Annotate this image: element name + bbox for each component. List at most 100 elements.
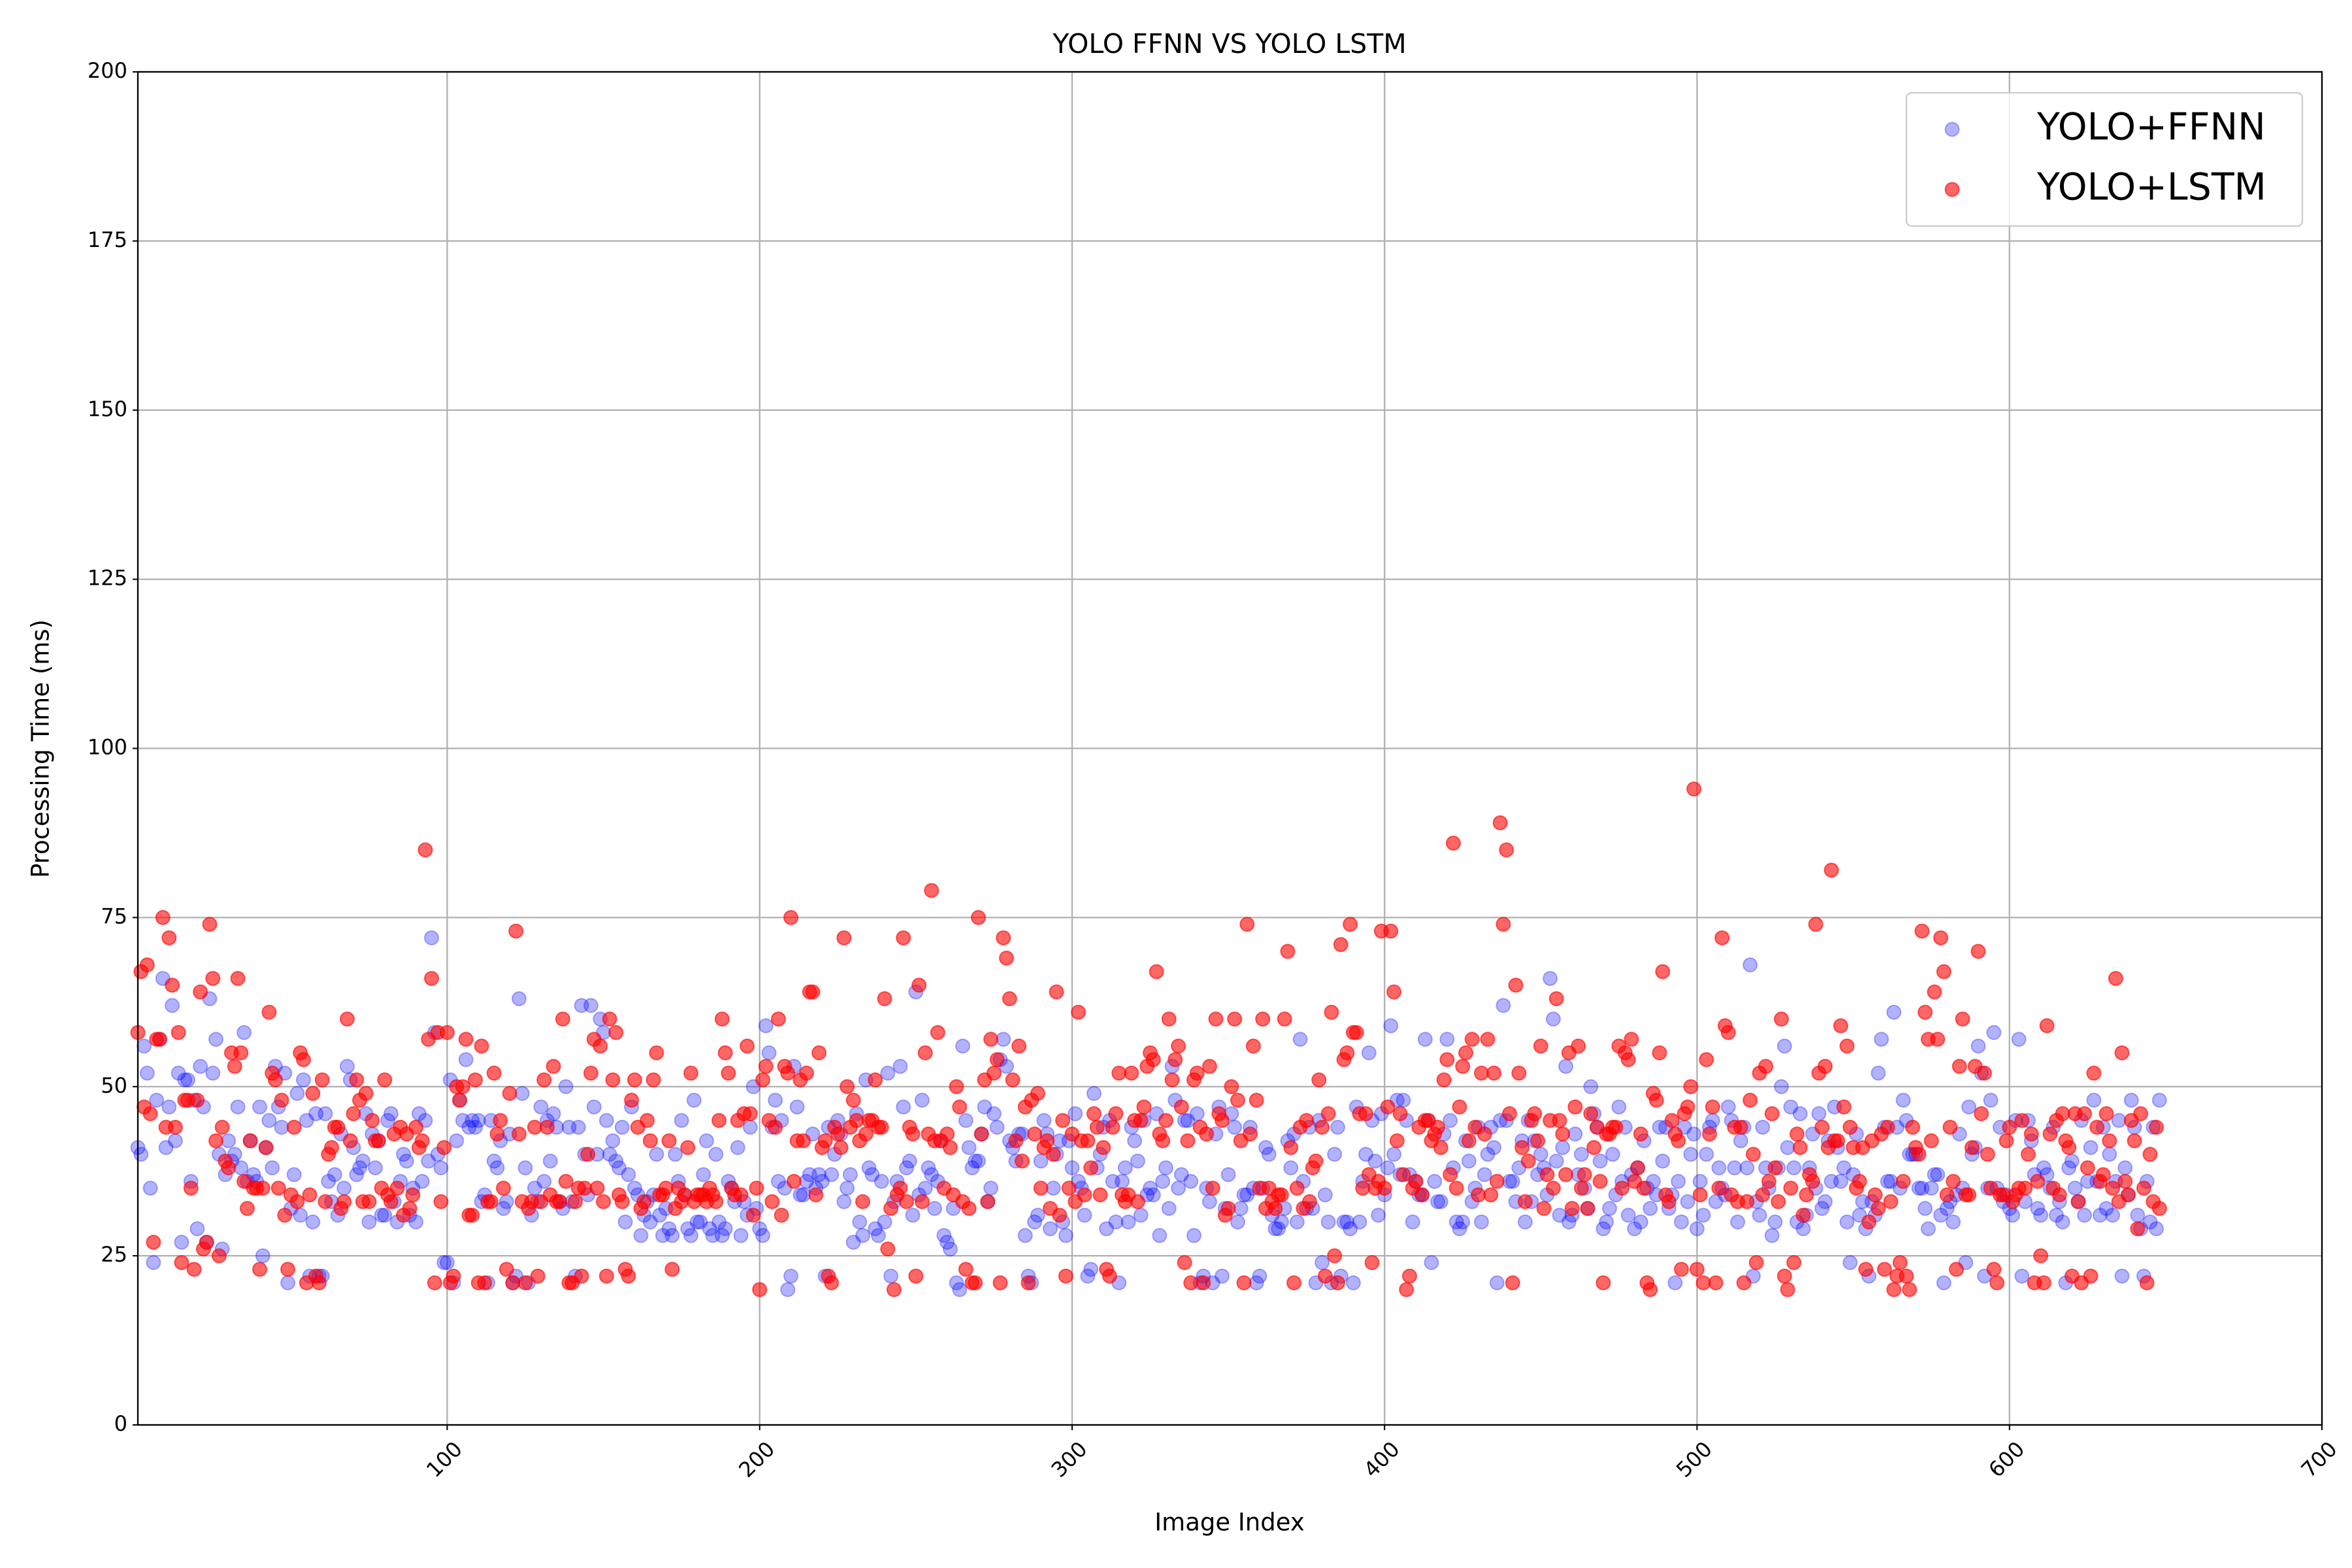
point	[180, 1072, 196, 1088]
point	[1436, 1072, 1452, 1088]
point	[458, 1052, 474, 1068]
point	[1230, 1214, 1245, 1230]
point	[2083, 1139, 2099, 1155]
point	[1727, 1160, 1742, 1176]
point	[1952, 1058, 1967, 1074]
point	[1386, 984, 1402, 1000]
point	[2064, 1153, 2080, 1169]
point	[1308, 1153, 1324, 1169]
point	[2123, 1092, 2139, 1108]
point	[508, 923, 524, 939]
point	[1933, 930, 1949, 945]
point	[1017, 1228, 1033, 1243]
point	[1545, 1011, 1561, 1027]
point	[165, 998, 180, 1013]
point	[1780, 1139, 1795, 1155]
point	[1061, 1181, 1077, 1196]
point	[614, 1194, 630, 1209]
point	[402, 1201, 417, 1217]
point	[1876, 1262, 1892, 1277]
point	[558, 1173, 574, 1189]
point	[899, 1160, 915, 1176]
legend-marker	[1944, 122, 1960, 137]
point	[1008, 1133, 1024, 1149]
point	[346, 1106, 361, 1122]
point	[1508, 977, 1524, 993]
point	[971, 1153, 987, 1169]
point	[1711, 1181, 1727, 1196]
point	[2039, 1018, 2055, 1034]
point	[1371, 1207, 1386, 1223]
point	[1143, 1181, 1158, 1196]
point	[227, 1058, 242, 1074]
point	[1586, 1139, 1602, 1155]
point	[1776, 1268, 1792, 1284]
point	[305, 1086, 321, 1102]
point	[868, 1072, 883, 1088]
point	[1558, 1167, 1574, 1183]
point	[1946, 1214, 1961, 1230]
point	[1583, 1079, 1599, 1094]
point	[874, 1173, 889, 1189]
point	[1380, 1160, 1396, 1176]
point	[689, 1214, 705, 1230]
point	[137, 1038, 152, 1054]
point	[2017, 1181, 2033, 1196]
point	[517, 1275, 533, 1291]
point	[2117, 1173, 2133, 1189]
point	[1339, 1045, 1355, 1060]
point	[1495, 917, 1511, 932]
point	[1583, 1106, 1599, 1122]
point	[1767, 1214, 1783, 1230]
point	[1495, 998, 1511, 1013]
point	[221, 1133, 237, 1149]
point	[1171, 1038, 1186, 1054]
point	[714, 1011, 730, 1027]
point	[1548, 1153, 1564, 1169]
point	[755, 1072, 771, 1088]
point	[1236, 1187, 1252, 1203]
point	[280, 1262, 296, 1277]
point	[1352, 1214, 1367, 1230]
point	[1505, 1173, 1520, 1189]
point	[892, 1058, 908, 1074]
point	[686, 1092, 702, 1108]
point	[830, 1126, 845, 1142]
point	[1086, 1106, 1102, 1122]
point	[758, 1058, 774, 1074]
point	[845, 1234, 861, 1250]
point	[717, 1045, 733, 1060]
point	[189, 1221, 205, 1237]
point	[1555, 1126, 1571, 1142]
point	[1836, 1160, 1852, 1176]
point	[1130, 1194, 1145, 1209]
point	[208, 1133, 224, 1149]
point	[239, 1201, 255, 1217]
point	[258, 1139, 274, 1155]
point	[2149, 1221, 2164, 1237]
point	[942, 1241, 958, 1257]
point	[261, 1004, 277, 1020]
point	[318, 1106, 333, 1122]
point	[493, 1113, 508, 1128]
point	[1930, 1032, 1946, 1047]
point	[1548, 991, 1564, 1007]
point	[570, 1119, 586, 1135]
point	[1273, 1187, 1289, 1203]
point	[1327, 1248, 1343, 1264]
y-tick-label: 25	[101, 1242, 127, 1267]
point	[1642, 1282, 1658, 1298]
point	[1611, 1099, 1627, 1115]
point	[1027, 1126, 1043, 1142]
point	[655, 1228, 670, 1243]
point	[489, 1126, 505, 1142]
point	[295, 1072, 311, 1088]
point	[146, 1254, 161, 1270]
point	[1389, 1133, 1405, 1149]
point	[824, 1275, 840, 1291]
point	[408, 1119, 424, 1135]
point	[1514, 1139, 1530, 1155]
point	[1571, 1038, 1586, 1054]
point	[1424, 1254, 1439, 1270]
